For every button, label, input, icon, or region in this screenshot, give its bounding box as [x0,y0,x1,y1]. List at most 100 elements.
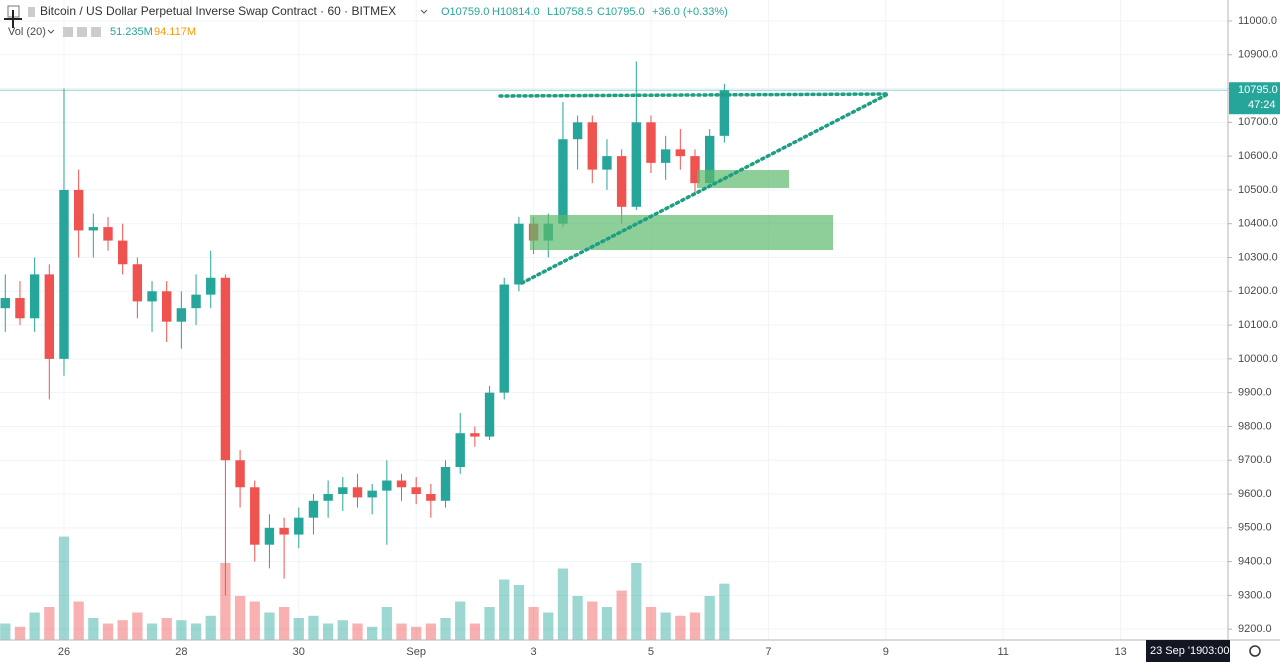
resistance-trendline[interactable] [498,92,890,98]
volume-bar [293,618,304,640]
candle-body [572,122,583,140]
volume-ma-value: 94.117M [154,26,196,38]
volume-bar [234,596,246,640]
candle-body [660,149,671,163]
volume-bar [322,623,334,640]
volume-bar [587,601,598,640]
support-zone[interactable] [697,170,789,188]
candle-body [558,139,568,224]
volume-bar [29,612,40,640]
y-tick-label: 9500.0 [1238,522,1272,534]
volume-bar [719,583,730,640]
y-tick-label: 10000.0 [1238,353,1278,365]
candle-body [587,122,597,170]
volume-bar [557,568,569,640]
support-zone[interactable] [530,215,833,250]
y-tick-label: 10500.0 [1238,184,1278,196]
remove-icon[interactable] [91,27,101,37]
x-tick-label: 3 [531,646,537,658]
volume-pane [0,536,730,640]
volume-bar [513,585,525,640]
x-tick-label: 28 [175,646,187,658]
candle-body [470,433,480,437]
volume-bar [631,563,642,640]
y-tick-label: 10300.0 [1238,251,1278,263]
candle-body [279,527,289,535]
x-tick-label: 11 [997,646,1008,658]
volume-bar [117,620,128,640]
settings-icon[interactable] [77,27,87,37]
candle-body [646,122,656,163]
candle-body [352,487,363,498]
candle-body [59,189,69,359]
volume-bar [352,623,363,640]
settings-gear[interactable] [1249,645,1261,657]
candle-body [29,274,40,319]
candle-body [220,277,231,461]
volume-bar [249,601,260,640]
volume-bar [440,618,451,640]
volume-bar [308,615,319,640]
volume-bar [161,618,172,640]
candle-body [426,494,436,501]
candle-body [514,223,524,285]
volume-bar [146,623,158,640]
candle-body [294,517,304,535]
volume-bar [675,615,686,640]
last-price-tag [1229,82,1280,115]
volume-bar [469,623,481,640]
volume-bar [220,563,231,640]
volume-bar [704,596,715,640]
ohlc-high: H10814.0 [492,6,540,18]
candle-body [455,433,465,467]
dropdown-icon[interactable] [420,9,428,14]
candle-body [0,298,10,309]
volume-bar [88,618,99,640]
change: +36.0 (+0.33%) [652,6,728,18]
volume-bar [660,612,671,640]
y-tick-label: 9300.0 [1238,589,1272,601]
volume-bar [102,623,114,640]
dropdown-icon[interactable] [47,29,55,34]
volume-bar [367,626,378,640]
volume-bar [543,612,554,640]
footer-date: 23 Sep '19 [1150,645,1202,657]
volume-bar [689,612,701,640]
footer-time: 03:00 [1202,645,1230,657]
candle-body [323,494,333,501]
volume-bar [14,626,26,640]
y-tick-label: 10700.0 [1238,116,1278,128]
candle-body [396,480,407,488]
volume-bar [381,607,392,640]
candle-body [690,156,700,184]
candle-body [440,466,451,501]
candle-body [132,264,143,302]
candle-body [719,90,730,136]
volume-bar [73,601,84,640]
candle-body [308,500,319,518]
candle-body [117,240,128,265]
volume-bar [132,612,143,640]
candle-body [616,156,627,207]
candle-body [206,277,216,295]
candle-body [338,487,348,495]
volume-bar [396,623,407,640]
volume-bar [425,623,436,640]
ohlc-low: L10758.5 [547,6,593,18]
candle-body [499,284,509,393]
last-price-label: 10795.0 [1238,84,1278,96]
candle-body [176,308,187,322]
candle-body [264,527,275,545]
candle-body [191,294,201,309]
volume-bar [484,607,495,640]
support-trendline[interactable] [520,92,890,285]
candle-body [367,490,377,498]
volume-bar [601,607,613,640]
crosshair-cursor [4,10,22,28]
candle-body [162,291,172,322]
candle-body [73,189,84,231]
x-tick-label: 7 [765,646,771,658]
volume-bar [455,601,466,640]
y-tick-label: 10900.0 [1238,49,1278,61]
eye-icon[interactable] [63,27,73,37]
